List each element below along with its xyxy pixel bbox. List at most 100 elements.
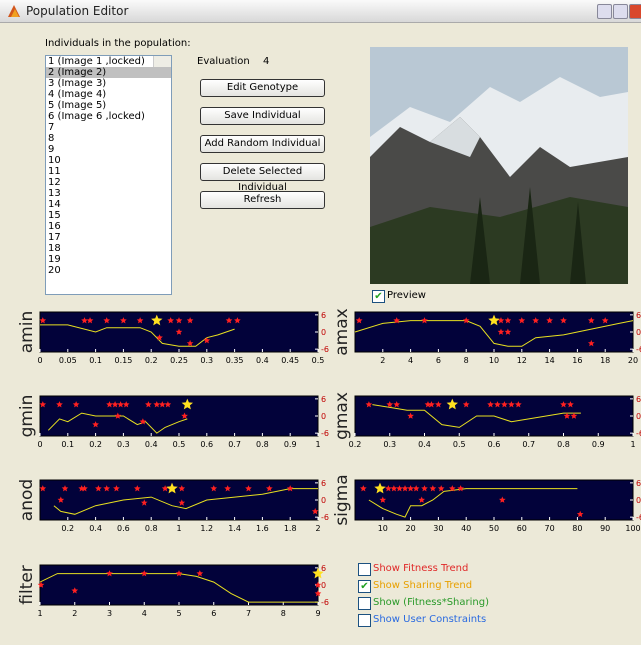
list-item[interactable]: 12	[48, 177, 61, 188]
individual-point	[181, 412, 188, 419]
list-item[interactable]: 9	[48, 144, 55, 155]
x-tick-label: 0.7	[522, 440, 535, 449]
trend-curve	[47, 412, 188, 434]
x-tick-label: 8	[464, 356, 469, 365]
individual-point	[588, 339, 595, 347]
x-tick-label: 0.45	[281, 356, 299, 365]
minimize[interactable]	[597, 4, 612, 19]
individual-point	[167, 317, 174, 324]
x-tick-label: 10	[489, 356, 499, 365]
list-item[interactable]: 1 (Image 1 ,locked)	[48, 56, 145, 67]
list-item[interactable]: 11	[48, 166, 61, 177]
individual-point	[407, 412, 414, 419]
option-checkbox[interactable]	[358, 614, 371, 627]
list-item[interactable]: 19	[48, 254, 61, 265]
button[interactable]: Add Random Individual	[200, 135, 325, 153]
y-tick-label: -6	[636, 429, 641, 438]
list-item[interactable]: 5 (Image 5)	[48, 100, 107, 111]
individual-point	[178, 499, 186, 506]
individual-point	[122, 401, 130, 408]
x-tick-label: 0.8	[145, 524, 158, 533]
individual-point	[72, 401, 80, 408]
x-tick-label: 0.2	[61, 524, 74, 533]
individual-point	[140, 499, 148, 506]
x-tick-label: 0	[37, 356, 42, 365]
list-item[interactable]: 7	[48, 122, 55, 133]
option-checkbox[interactable]	[358, 597, 371, 610]
close[interactable]	[629, 4, 641, 19]
y-tick-label: -6	[636, 513, 641, 522]
individual-point	[81, 317, 88, 324]
individual-point	[360, 485, 367, 492]
window-title: Population Editor	[26, 4, 129, 18]
trend-curve	[39, 573, 318, 603]
list-item[interactable]: 2 (Image 2)	[46, 67, 171, 78]
list-item[interactable]: 20	[48, 265, 61, 276]
button[interactable]: Refresh	[200, 191, 325, 209]
x-tick-label: 0.2	[145, 356, 158, 365]
list-item[interactable]: 17	[48, 232, 61, 243]
individual-point	[418, 496, 425, 503]
x-tick-label: 2	[380, 356, 385, 365]
option-checkbox[interactable]: ✔	[358, 580, 371, 593]
y-tick-label: 6	[321, 479, 326, 488]
x-tick-label: 0.4	[256, 356, 269, 365]
current-individual	[374, 482, 386, 494]
y-tick-label: 0	[636, 412, 641, 421]
maximize[interactable]	[613, 4, 628, 19]
individual-point	[95, 485, 102, 492]
x-tick-label: 6	[211, 609, 216, 618]
x-tick-label: 0.2	[89, 440, 102, 449]
list-item[interactable]: 13	[48, 188, 61, 199]
list-item[interactable]: 4 (Image 4)	[48, 89, 107, 100]
y-tick-label: -6	[321, 345, 329, 354]
individual-point	[379, 496, 387, 503]
individual-point	[385, 485, 392, 492]
x-tick-label: 18	[600, 356, 610, 365]
button[interactable]: Edit Genotype	[200, 79, 325, 97]
individual-point	[106, 401, 113, 408]
individual-point	[462, 401, 470, 408]
individual-point	[428, 401, 435, 408]
x-tick-label: 1	[630, 440, 635, 449]
x-tick-label: 0.4	[145, 440, 158, 449]
trend-curve	[368, 488, 578, 518]
individual-point	[39, 401, 47, 408]
individual-point	[355, 317, 363, 324]
individual-point	[386, 401, 394, 408]
individual-point	[203, 337, 211, 344]
x-tick-label: 0.9	[284, 440, 297, 449]
y-tick-label: 0	[636, 496, 641, 505]
list-item[interactable]: 16	[48, 221, 61, 232]
list-item[interactable]: 10	[48, 155, 61, 166]
option-checkbox[interactable]	[358, 563, 371, 576]
scrollbar[interactable]	[153, 56, 171, 67]
individual-point	[497, 328, 505, 335]
individual-point	[393, 401, 400, 408]
plot-area	[39, 395, 319, 437]
y-tick-label: 6	[636, 311, 641, 320]
individual-point	[515, 401, 522, 408]
x-tick-label: 80	[572, 524, 582, 533]
individual-point	[186, 339, 194, 347]
list-item[interactable]: 18	[48, 243, 61, 254]
list-item[interactable]: 6 (Image 6 ,locked)	[48, 111, 145, 122]
button[interactable]: Save Individual	[200, 107, 325, 125]
x-tick-label: 100	[625, 524, 640, 533]
population-list[interactable]: 1 (Image 1 ,locked) 2 (Image 2) 3 (Image 3…	[45, 55, 172, 295]
x-tick-label: 16	[572, 356, 582, 365]
y-axis-label: gmin	[17, 395, 37, 438]
list-item[interactable]: 3 (Image 3)	[48, 78, 107, 89]
y-axis-label: gmax	[332, 392, 352, 440]
individual-point	[81, 485, 88, 492]
individual-point	[504, 317, 512, 324]
list-item[interactable]: 14	[48, 199, 61, 210]
button[interactable]: Delete Selected Individual	[200, 163, 325, 193]
x-tick-label: 0.3	[117, 440, 130, 449]
preview-checkbox[interactable]: ✔	[372, 290, 385, 303]
list-item[interactable]: 15	[48, 210, 61, 221]
individual-point	[71, 587, 79, 594]
y-axis-label: amax	[332, 308, 352, 355]
list-item[interactable]: 8	[48, 133, 55, 144]
x-tick-label: 0.5	[173, 440, 186, 449]
